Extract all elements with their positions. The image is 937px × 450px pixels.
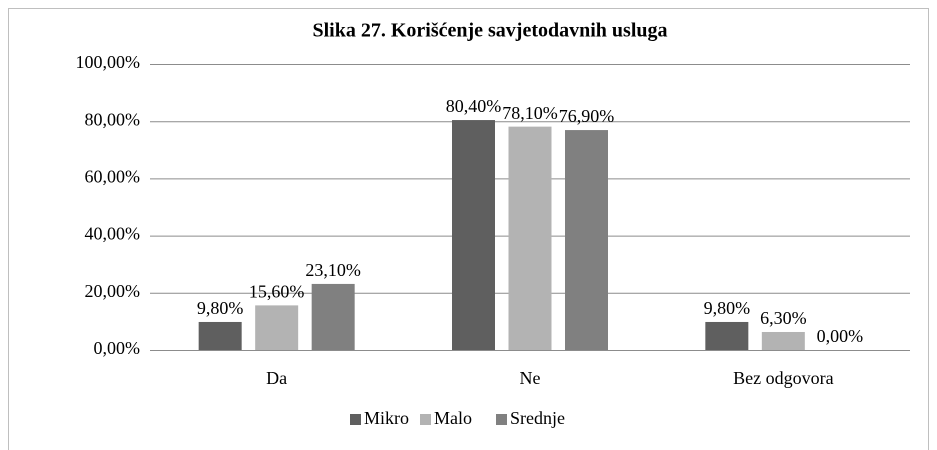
bar — [198, 321, 242, 350]
value-label: 15,60% — [249, 282, 305, 302]
value-label: 23,10% — [305, 260, 361, 280]
y-tick-label: 0,00% — [94, 338, 141, 358]
legend-label: Malo — [434, 408, 472, 428]
legend-swatch — [496, 414, 507, 425]
value-label: 78,10% — [502, 103, 558, 123]
value-label: 9,80% — [197, 298, 244, 318]
legend-label: Srednje — [510, 408, 565, 428]
bar — [761, 331, 805, 350]
y-tick-label: 60,00% — [85, 167, 141, 187]
legend-swatch — [350, 414, 361, 425]
value-label: 0,00% — [817, 326, 864, 346]
bar — [705, 321, 749, 350]
bar — [452, 120, 495, 350]
bar — [255, 305, 299, 350]
value-label: 6,30% — [760, 308, 807, 328]
y-tick-label: 40,00% — [85, 224, 141, 244]
legend-label: Mikro — [364, 408, 409, 428]
legend-swatch — [420, 414, 431, 425]
value-label: 80,40% — [446, 96, 502, 116]
x-tick-label: Bez odgovora — [733, 368, 833, 388]
value-label: 76,90% — [559, 106, 615, 126]
y-tick-label: 100,00% — [76, 52, 141, 72]
value-label: 9,80% — [704, 298, 751, 318]
bar — [565, 130, 608, 350]
bar — [311, 283, 355, 350]
x-tick-label: Ne — [520, 368, 541, 388]
y-tick-label: 80,00% — [85, 109, 141, 129]
bar — [508, 126, 552, 350]
x-tick-label: Da — [266, 368, 287, 388]
y-tick-label: 20,00% — [85, 281, 141, 301]
chart-title: Slika 27. Korišćenje savjetodavnih uslug… — [312, 20, 667, 42]
